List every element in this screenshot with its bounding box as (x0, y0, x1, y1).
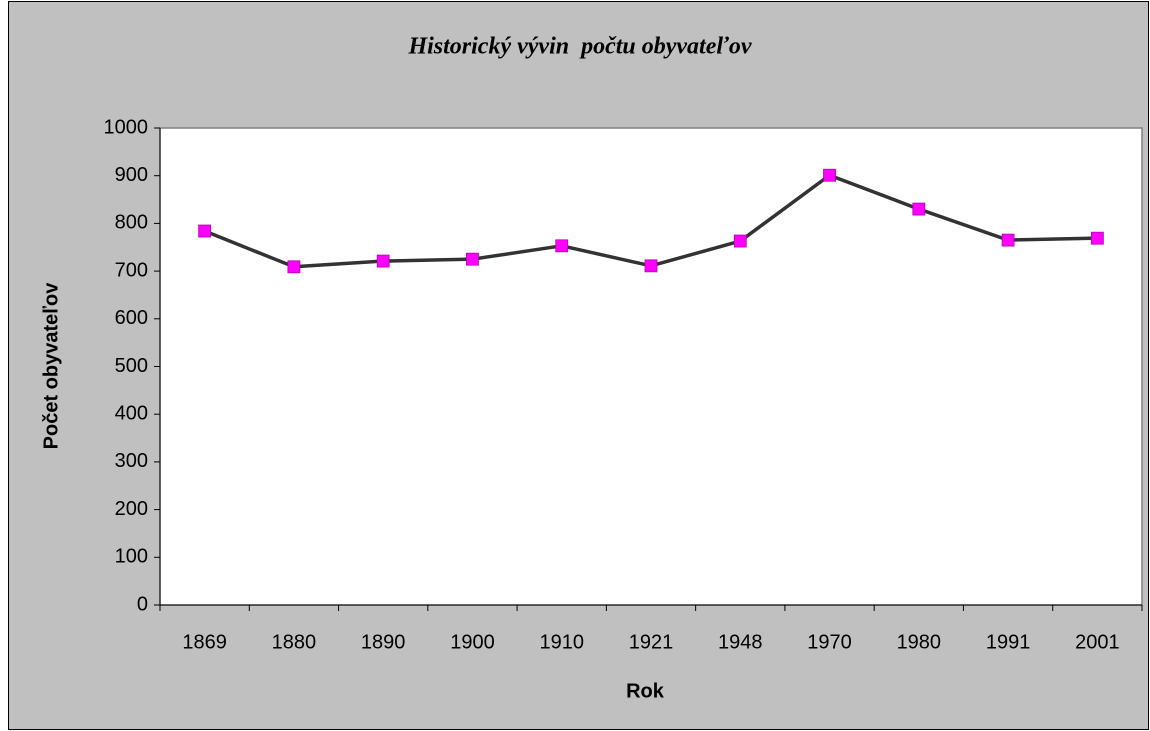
y-tick-label: 0 (137, 593, 148, 615)
y-tick-label: 900 (115, 164, 148, 186)
y-tick-label: 600 (115, 307, 148, 329)
marker (555, 239, 569, 253)
x-tick-label: 1890 (361, 631, 406, 653)
marker (823, 168, 836, 182)
y-tick-label: 400 (115, 402, 148, 424)
x-tick-label: 1991 (986, 631, 1031, 653)
plot-area (159, 127, 1143, 606)
x-axis-title: Rok (626, 680, 665, 702)
marker (1001, 233, 1015, 247)
marker (287, 260, 301, 274)
x-tick-label: 1948 (718, 631, 763, 653)
y-tick-label: 1000 (104, 116, 149, 138)
y-tick-label: 800 (115, 212, 148, 234)
marker (466, 252, 479, 266)
y-tick-label: 300 (115, 450, 148, 472)
y-axis-title: Počet obyvateľov (40, 282, 62, 450)
marker (733, 234, 747, 248)
marker (376, 254, 390, 268)
y-tick-label: 700 (115, 259, 148, 281)
marker (1090, 231, 1104, 245)
x-tick-label: 2001 (1075, 631, 1120, 653)
chart-title: Historický vývin počtu obyvateľov (407, 34, 751, 60)
x-tick-label: 1921 (629, 631, 674, 653)
x-tick-label: 1900 (450, 631, 495, 653)
x-tick-label: 1980 (897, 631, 942, 653)
marker (912, 202, 926, 216)
y-tick-label: 200 (115, 498, 148, 520)
y-tick-label: 500 (115, 355, 148, 377)
x-tick-label: 1880 (272, 631, 317, 653)
x-tick-label: 1869 (182, 631, 227, 653)
y-tick-label: 100 (115, 546, 148, 568)
marker (198, 224, 212, 238)
x-tick-label: 1910 (539, 631, 584, 653)
x-tick-label: 1970 (807, 631, 852, 653)
marker (644, 259, 658, 273)
